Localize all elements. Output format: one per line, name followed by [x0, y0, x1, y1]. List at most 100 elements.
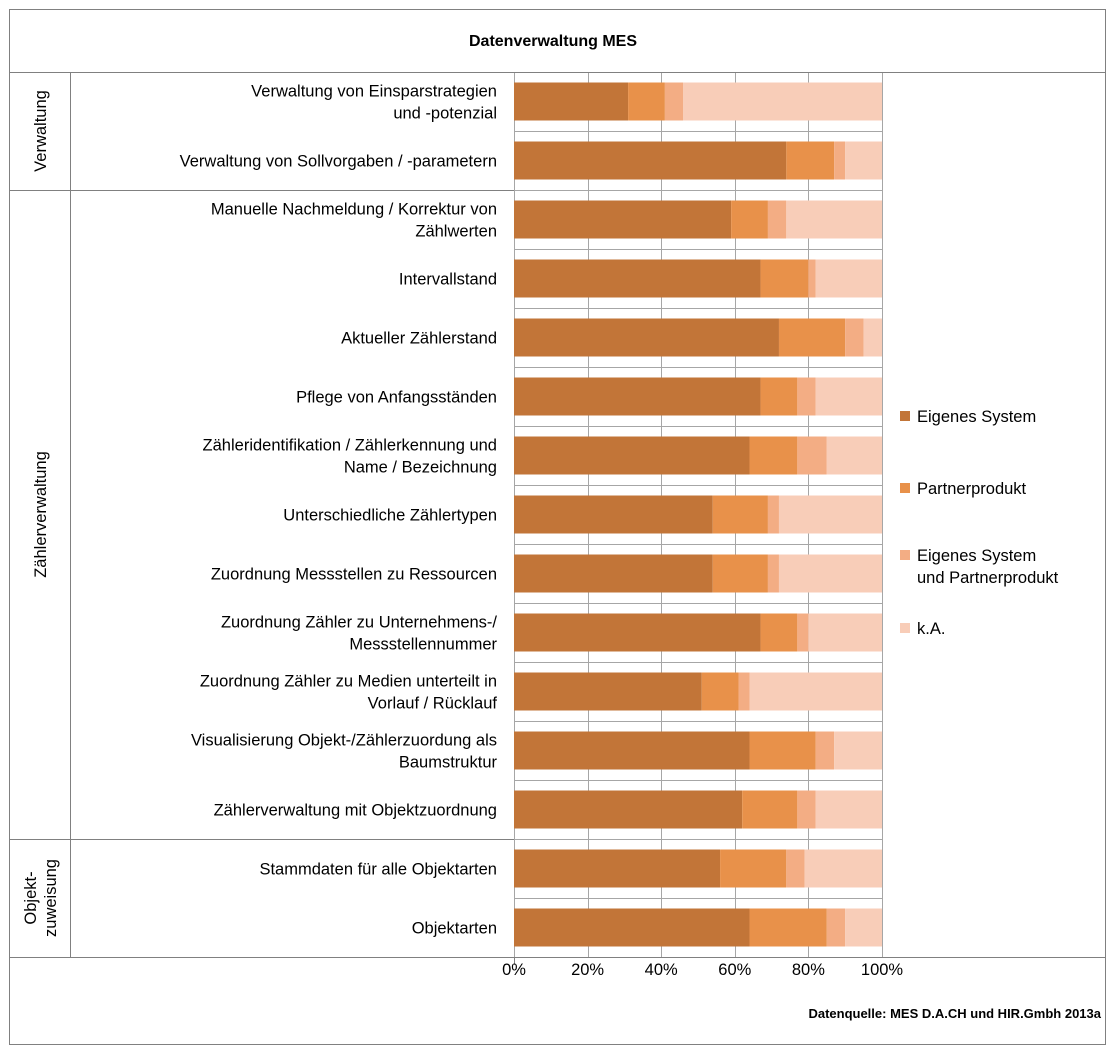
bar-eigenes-system-5 [514, 377, 761, 416]
legend: Eigenes System Partnerprodukt Eigenes Syst… [900, 408, 1059, 638]
bar-partnerprodukt-12 [742, 790, 798, 829]
bar-eigenes-system-und-partnerprodukt-4 [845, 318, 864, 357]
x-tick-label-5: 100% [861, 961, 904, 979]
category-labels: Verwaltung von Einsparstrategien und -pot… [180, 83, 498, 938]
category-label-10-line-0: Zuordnung Zähler zu Medien unterteilt in [200, 673, 497, 691]
bar-k-a-10 [749, 672, 882, 711]
legend-swatch-eigenes-system [900, 411, 910, 421]
bar-k-a-6 [826, 436, 882, 475]
group-labels: Verwaltung Zählerverwaltung Objekt-zuweisu… [22, 90, 60, 937]
category-label-4: Aktueller Zählerstand [341, 330, 497, 348]
bar-eigenes-system-und-partnerprodukt-9 [797, 613, 809, 652]
bar-partnerprodukt-7 [712, 495, 768, 534]
bar-eigenes-system-11 [514, 731, 750, 770]
bar-partnerprodukt-1 [786, 141, 835, 180]
category-label-11-line-0: Visualisierung Objekt-/Zählerzuordung al… [191, 732, 497, 750]
bar-k-a-12 [815, 790, 882, 829]
group-label-2-line-1: zuweisung [42, 859, 60, 937]
category-label-11-line-1: Baumstruktur [399, 754, 498, 772]
x-tick-label-0: 0% [502, 961, 526, 979]
bar-k-a-7 [778, 495, 882, 534]
bar-partnerprodukt-0 [628, 82, 665, 121]
data-source-note: Datenquelle: MES D.A.CH und HIR.Gmbh 201… [808, 1006, 1101, 1021]
bar-k-a-13 [804, 849, 882, 888]
bar-eigenes-system-und-partnerprodukt-12 [797, 790, 816, 829]
category-label-1: Verwaltung von Sollvorgaben / -parameter… [180, 153, 497, 171]
bar-k-a-2 [786, 200, 882, 239]
bar-eigenes-system-0 [514, 82, 629, 121]
bar-eigenes-system-14 [514, 908, 750, 947]
bar-eigenes-system-und-partnerprodukt-2 [767, 200, 787, 239]
category-label-10-line-1: Vorlauf / Rücklauf [368, 695, 498, 713]
bars [514, 82, 882, 947]
bar-partnerprodukt-14 [749, 908, 827, 947]
bar-k-a-5 [815, 377, 882, 416]
bar-eigenes-system-9 [514, 613, 761, 652]
legend-swatch-k-a [900, 623, 910, 633]
bar-eigenes-system-und-partnerprodukt-0 [664, 82, 684, 121]
bar-partnerprodukt-9 [760, 613, 798, 652]
category-label-3: Intervallstand [399, 271, 497, 289]
bar-eigenes-system-und-partnerprodukt-3 [808, 259, 816, 298]
chart-frame [9, 9, 1106, 1045]
chart-title: Datenverwaltung MES [469, 33, 637, 50]
bar-k-a-1 [845, 141, 882, 180]
bar-k-a-3 [815, 259, 882, 298]
category-label-0-line-1: und -potenzial [393, 105, 497, 123]
x-axis-ticks: 0% 20% 40% 60% 80% 100% [502, 961, 903, 979]
x-tick-label-3: 60% [718, 961, 751, 979]
bar-eigenes-system-13 [514, 849, 721, 888]
legend-swatch-partnerprodukt [900, 483, 910, 493]
bar-eigenes-system-1 [514, 141, 787, 180]
bar-k-a-11 [834, 731, 882, 770]
bar-k-a-14 [845, 908, 882, 947]
category-label-6-line-0: Zähleridentifikation / Zählerkennung und [203, 437, 497, 455]
category-label-12: Zählerverwaltung mit Objektzuordnung [214, 802, 497, 820]
category-label-2-line-1: Zählwerten [415, 223, 497, 241]
bar-eigenes-system-und-partnerprodukt-10 [738, 672, 750, 711]
x-tick-label-2: 40% [645, 961, 678, 979]
bar-eigenes-system-6 [514, 436, 750, 475]
category-label-0-line-0: Verwaltung von Einsparstrategien [251, 83, 497, 101]
category-label-5: Pflege von Anfangsständen [296, 389, 497, 407]
bar-partnerprodukt-4 [778, 318, 846, 357]
bar-eigenes-system-7 [514, 495, 713, 534]
category-label-13: Stammdaten für alle Objektarten [259, 861, 497, 879]
bar-partnerprodukt-8 [712, 554, 768, 593]
category-label-6-line-1: Name / Bezeichnung [344, 459, 497, 477]
group-label-0: Verwaltung [32, 90, 50, 172]
bar-partnerprodukt-5 [760, 377, 798, 416]
bar-partnerprodukt-11 [749, 731, 816, 770]
legend-label-eigenes-system-und-partnerprodukt-line-0: Eigenes System [917, 547, 1036, 565]
x-tick-label-1: 20% [571, 961, 604, 979]
bar-partnerprodukt-3 [760, 259, 809, 298]
category-label-7: Unterschiedliche Zählertypen [283, 507, 497, 525]
bar-eigenes-system-und-partnerprodukt-1 [834, 141, 846, 180]
bar-eigenes-system-und-partnerprodukt-7 [767, 495, 779, 534]
bar-eigenes-system-3 [514, 259, 761, 298]
legend-label-eigenes-system-und-partnerprodukt-line-1: und Partnerprodukt [917, 569, 1059, 587]
bar-eigenes-system-2 [514, 200, 732, 239]
legend-label-partnerprodukt: Partnerprodukt [917, 480, 1027, 498]
bar-eigenes-system-8 [514, 554, 713, 593]
bar-k-a-4 [863, 318, 882, 357]
bar-eigenes-system-und-partnerprodukt-5 [797, 377, 816, 416]
x-tick-label-4: 80% [792, 961, 825, 979]
bar-eigenes-system-4 [514, 318, 779, 357]
group-label-2-line-0: Objekt- [22, 871, 40, 924]
bar-eigenes-system-und-partnerprodukt-11 [815, 731, 835, 770]
category-label-9-line-0: Zuordnung Zähler zu Unternehmens-/ [221, 614, 497, 632]
category-label-9-line-1: Messstellennummer [349, 636, 497, 654]
category-label-14: Objektarten [412, 920, 497, 938]
legend-label-k-a: k.A. [917, 620, 945, 638]
bar-eigenes-system-und-partnerprodukt-8 [767, 554, 779, 593]
bar-k-a-0 [683, 82, 882, 121]
table-frame [10, 72, 1105, 965]
legend-swatch-eigenes-system-und-partnerprodukt [900, 550, 910, 560]
bar-eigenes-system-10 [514, 672, 702, 711]
bar-k-a-8 [778, 554, 882, 593]
category-label-8: Zuordnung Messstellen zu Ressourcen [211, 566, 497, 584]
bar-k-a-9 [808, 613, 882, 652]
